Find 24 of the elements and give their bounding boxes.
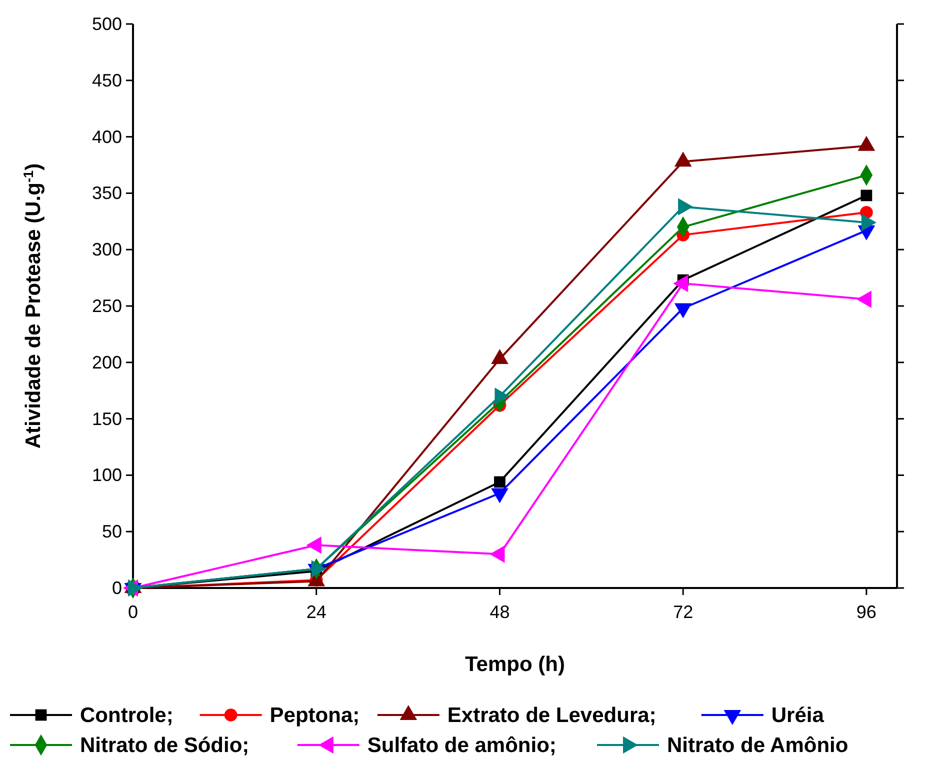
- y-tick-label: 250: [92, 296, 122, 316]
- x-tick-label: 24: [306, 602, 326, 622]
- legend-label: Peptona;: [270, 704, 360, 727]
- y-tick-label: 200: [92, 352, 122, 372]
- x-tick-label: 48: [490, 602, 510, 622]
- y-tick-label: 150: [92, 408, 122, 429]
- y-tick-label: 450: [92, 70, 122, 90]
- y-tick-label: 350: [92, 183, 122, 204]
- y-tick-label: 500: [92, 14, 122, 34]
- legend-label: Nitrato de Amônio: [667, 734, 848, 757]
- x-tick-label: 0: [128, 602, 138, 622]
- legend-label: Controle;: [80, 704, 174, 727]
- legend-label: Sulfato de amônio;: [367, 734, 556, 757]
- y-tick-label: 50: [102, 522, 122, 542]
- y-tick-label: 300: [92, 240, 122, 260]
- legend-label: Nitrato de Sódio;: [80, 734, 250, 757]
- legend-label: Uréia: [771, 704, 824, 727]
- y-tick-label: 100: [92, 465, 122, 486]
- y-tick-label: 0: [112, 578, 122, 598]
- x-axis-title: Tempo (h): [465, 653, 565, 676]
- x-tick-label: 96: [856, 602, 876, 622]
- x-tick-label: 72: [673, 602, 694, 622]
- y-tick-label: 400: [92, 126, 122, 147]
- legend-label: Extrato de Levedura;: [447, 704, 656, 727]
